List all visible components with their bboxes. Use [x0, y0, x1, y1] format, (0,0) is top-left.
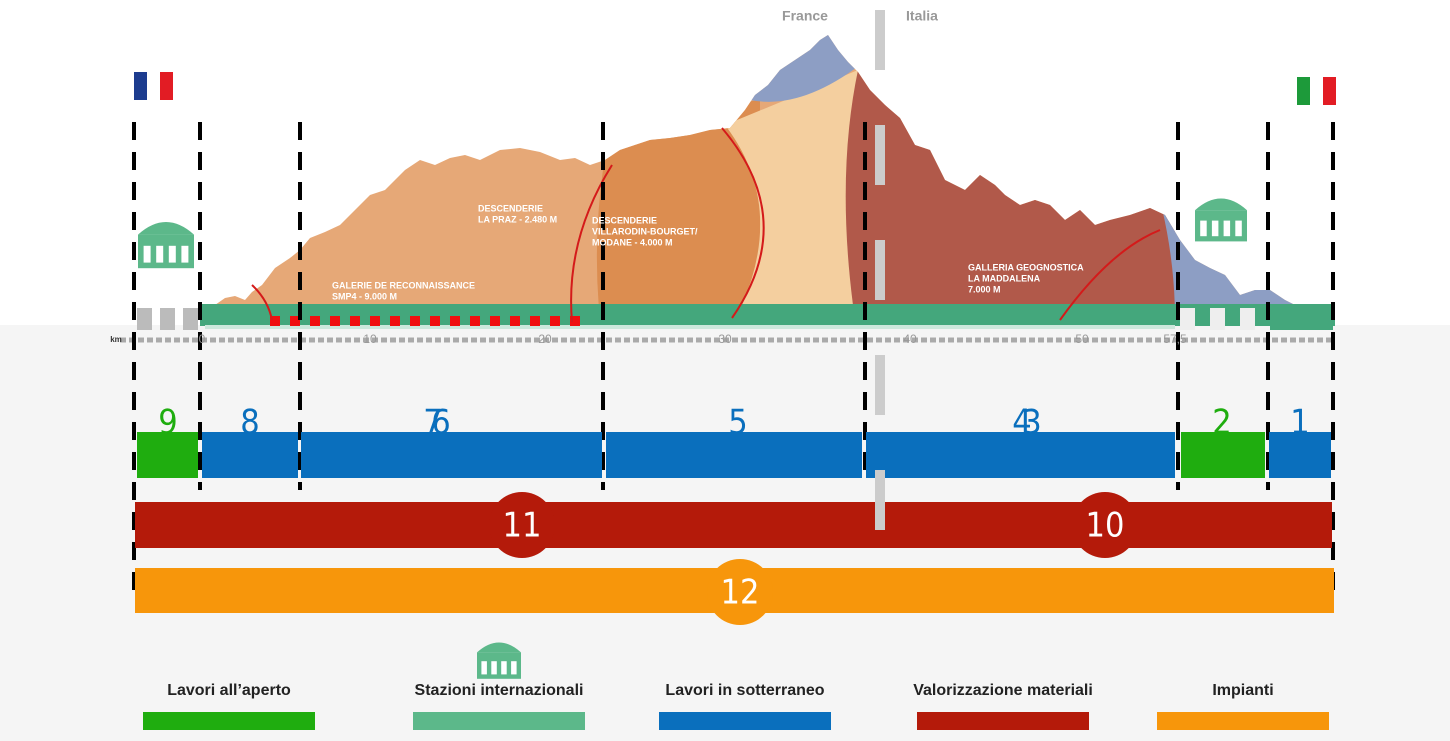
- legend-swatch: [1157, 712, 1329, 730]
- legend-swatch: [143, 712, 315, 730]
- icon-window: [156, 246, 163, 263]
- icon-roof: [138, 222, 194, 235]
- annotation: SMP4 - 9.000 M: [332, 291, 397, 301]
- icon-window: [481, 661, 487, 674]
- km-label: 20: [538, 332, 552, 346]
- legend-label: Lavori in sotterraneo: [665, 682, 824, 699]
- annotation: MODANE - 4.000 M: [592, 237, 673, 247]
- icon-window: [511, 661, 516, 674]
- lot-number: 11: [503, 506, 542, 546]
- lot-number: 6: [431, 403, 450, 443]
- annotation: DESCENDERIE: [478, 203, 543, 213]
- icon-window: [1212, 221, 1219, 237]
- annotation: LA MADDALENA: [968, 273, 1041, 283]
- lot-number: 10: [1086, 506, 1125, 546]
- icon-window: [491, 661, 497, 674]
- icon-window: [144, 246, 151, 263]
- km-label: 50: [1075, 332, 1089, 346]
- annotation: 2.400 M: [205, 258, 238, 268]
- lot-bar: [135, 502, 1332, 548]
- icon-window: [169, 246, 176, 263]
- lot-bar: [301, 432, 602, 478]
- legend-label: Lavori all’aperto: [167, 682, 291, 699]
- legend-label: Impianti: [1212, 682, 1273, 699]
- annotation: DESCENDERIE: [205, 236, 270, 246]
- km-label: 57,5: [1163, 332, 1187, 346]
- km-label: 40: [903, 332, 917, 346]
- km-unit: km: [110, 335, 122, 344]
- lot-number: 5: [728, 403, 747, 443]
- legend-swatch: [659, 712, 831, 730]
- icon-window: [1200, 221, 1207, 237]
- icon-window: [501, 661, 507, 674]
- annotation: DESCENDERIE: [592, 215, 657, 225]
- station-icon: [477, 643, 521, 679]
- lot-number: 8: [240, 403, 259, 443]
- flag-it: [1297, 77, 1336, 105]
- flag-fr: [134, 72, 173, 100]
- annotation: GALLERIA GEOGNOSTICA: [968, 262, 1084, 272]
- km-label: 0: [199, 332, 206, 346]
- country: France: [782, 8, 828, 24]
- km-label: 30: [718, 332, 732, 346]
- annotation: 7.000 M: [968, 284, 1001, 294]
- annotation: VILLARODIN-BOURGET/: [592, 226, 698, 236]
- country: Italia: [906, 8, 938, 24]
- lot-number: 3: [1022, 403, 1041, 443]
- lot-number: 2: [1212, 403, 1231, 443]
- icon-window: [181, 246, 188, 263]
- annotation: GALERIE DE RECONNAISSANCE: [332, 280, 475, 290]
- legend-label: Valorizzazione materiali: [913, 682, 1093, 699]
- legend-swatch: [917, 712, 1089, 730]
- station-icon: [138, 222, 194, 268]
- km-label: 10: [363, 332, 377, 346]
- diagram: France Italia km 987654321111012 0102030…: [0, 0, 1450, 741]
- lot-number: 9: [158, 403, 177, 443]
- station-icon: [1195, 199, 1247, 242]
- icon-window: [1224, 221, 1231, 237]
- annotation: LA PRAZ - 2.480 M: [478, 214, 557, 224]
- lot-number: 12: [721, 573, 760, 613]
- icon-roof: [1195, 199, 1247, 211]
- lot-number: 1: [1290, 403, 1309, 443]
- legend-swatch: [413, 712, 585, 730]
- annotation: SMP4: [205, 247, 230, 257]
- legend-label: Stazioni internazionali: [415, 682, 584, 699]
- icon-window: [1235, 221, 1242, 237]
